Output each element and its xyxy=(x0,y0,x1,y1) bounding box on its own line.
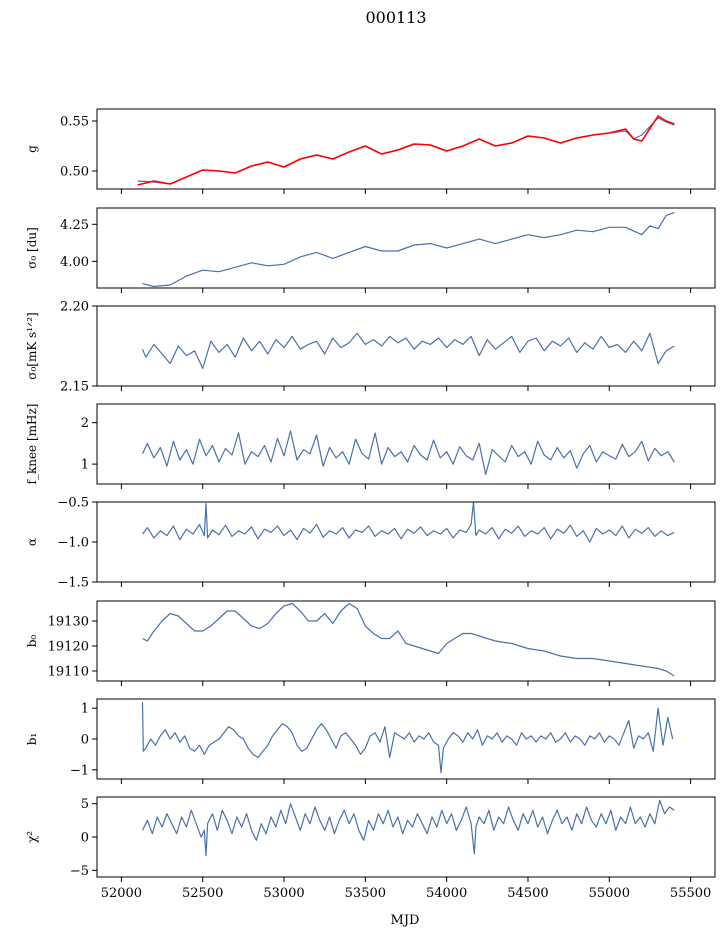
x-tick-label: 54500 xyxy=(507,886,548,901)
fknee-y-tick-label: 2 xyxy=(81,416,89,431)
b1-y-tick-label: −1 xyxy=(70,763,89,778)
chi2-y-axis-label: χ² xyxy=(25,831,39,843)
chi2-y-tick-label: −5 xyxy=(70,864,89,879)
panel-b0: 19110 19120 19130 b₀ xyxy=(25,600,716,686)
sigma0_du-y-tick-label: 4.00 xyxy=(60,255,89,270)
b1-series-line-0 xyxy=(141,702,674,774)
panel-b1: −1 0 1 b₁ xyxy=(25,698,716,784)
fknee-y-axis-label: f_knee [mHz] xyxy=(25,404,39,485)
b1-axes-frame xyxy=(96,698,716,780)
b1-y-axis-label: b₁ xyxy=(25,733,39,746)
chi2-y-tick-label: 0 xyxy=(81,831,89,846)
fknee-axes-frame xyxy=(96,403,716,485)
chi2-axes-frame xyxy=(96,796,716,878)
alpha-y-tick-label: −0.5 xyxy=(57,496,89,511)
x-tick-label: 52000 xyxy=(101,886,142,901)
alpha-y-tick-label: −1.5 xyxy=(57,576,89,591)
x-tick-label: 53500 xyxy=(345,886,386,901)
x-axis-label: MJD xyxy=(391,913,420,928)
b0-y-tick-label: 19130 xyxy=(48,615,89,630)
g-y-tick-label: 0.55 xyxy=(60,115,89,130)
alpha-y-tick-label: −1.0 xyxy=(57,536,89,551)
sigma0_mk-axes-frame xyxy=(96,305,716,387)
panel-fknee: 1 2 f_knee [mHz] xyxy=(25,403,716,489)
chi2-y-tick-label: 5 xyxy=(81,797,89,812)
b1-y-tick-label: 0 xyxy=(81,733,89,748)
alpha-y-axis-label: α xyxy=(25,538,39,546)
g-series-line-1 xyxy=(137,115,675,186)
chi2-series-line-0 xyxy=(141,799,675,857)
alpha-series-line-0 xyxy=(142,501,675,543)
sigma0_mk-y-tick-label: 2.15 xyxy=(60,380,89,395)
sigma0_du-y-axis-label: σ₀ [du] xyxy=(25,227,39,269)
sigma0_mk-series-line-0 xyxy=(141,332,675,369)
b1-y-tick-label: 1 xyxy=(81,702,89,717)
b0-series-line-0 xyxy=(142,602,675,677)
fknee-series-line-0 xyxy=(141,430,675,476)
figure-title: 000113 xyxy=(365,8,426,27)
sigma0_mk-y-tick-label: 2.20 xyxy=(60,300,89,315)
sigma0_mk-y-axis-label: σ₀[mK s¹ᐟ²] xyxy=(25,312,39,379)
fknee-y-tick-label: 1 xyxy=(81,458,89,473)
x-tick-label: 55500 xyxy=(670,886,711,901)
x-tick-label: 55000 xyxy=(589,886,630,901)
panel-sigma0_du: 4.00 4.25 σ₀ [du] xyxy=(25,207,716,293)
b0-y-tick-label: 19110 xyxy=(48,665,89,680)
sigma0_du-y-tick-label: 4.25 xyxy=(60,218,89,233)
panel-g: 0.50 0.55 g xyxy=(25,108,716,194)
alpha-axes-frame xyxy=(96,501,716,583)
panel-alpha: −1.5 −1.0 −0.5 α xyxy=(25,496,716,591)
sigma0_du-series-line-0 xyxy=(142,211,675,288)
g-y-tick-label: 0.50 xyxy=(60,165,89,180)
x-tick-label: 52500 xyxy=(182,886,223,901)
g-series-line-0 xyxy=(137,117,675,185)
sigma0_du-axes-frame xyxy=(96,207,716,289)
x-tick-label: 54000 xyxy=(426,886,467,901)
x-axis: 52000 52500 53000 53500 54000 54500 55000 55500 xyxy=(101,886,712,901)
b0-y-axis-label: b₀ xyxy=(25,635,39,648)
panel-chi2: −5 0 5 χ² xyxy=(25,796,716,882)
panels: 0.50 0.55 g 4.00 4.25 σ₀ [du] 2.15 2.20 σ₀[mK s¹… xyxy=(25,108,716,882)
g-axes-frame xyxy=(96,108,716,190)
g-y-axis-label: g xyxy=(25,145,39,153)
b0-axes-frame xyxy=(96,600,716,682)
x-tick-label: 53000 xyxy=(263,886,304,901)
b0-y-tick-label: 19120 xyxy=(48,640,89,655)
panel-sigma0_mk: 2.15 2.20 σ₀[mK s¹ᐟ²] xyxy=(25,300,716,395)
